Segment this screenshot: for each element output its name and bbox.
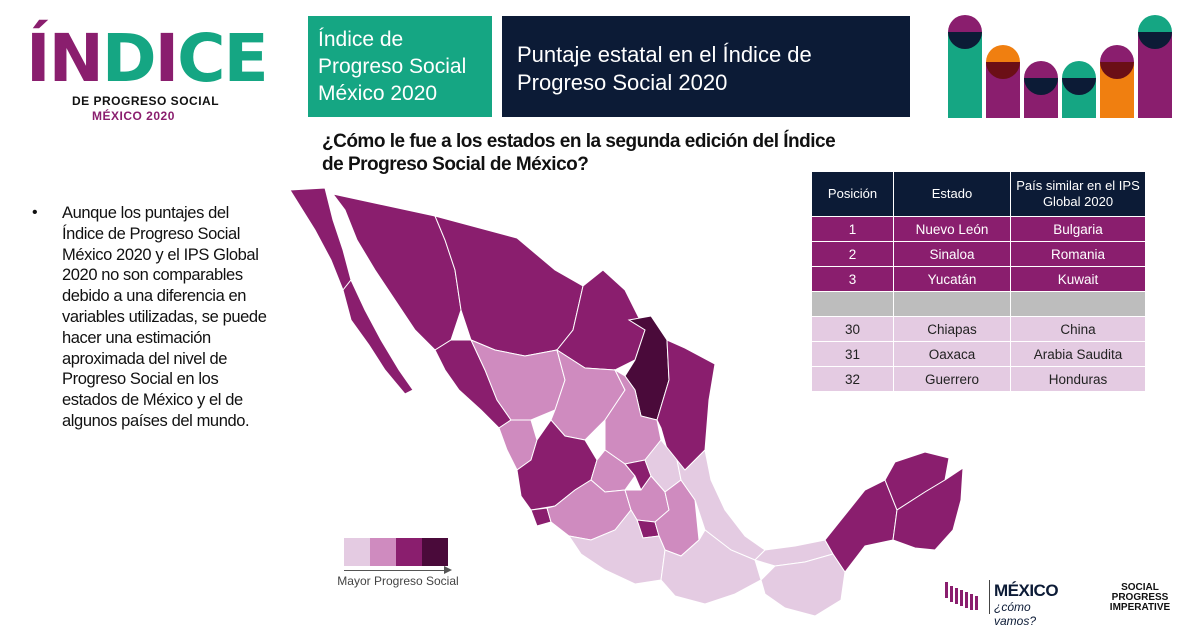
spi-line: SOCIAL xyxy=(1121,582,1159,593)
report-title: Índice de Progreso Social México 2020 xyxy=(318,28,467,105)
legend-swatch-1 xyxy=(344,538,370,566)
spi-line: IMPERATIVE xyxy=(1109,602,1171,613)
table-row: 2 Sinaloa Romania xyxy=(811,241,1146,267)
cell-country: Romania xyxy=(1010,241,1146,267)
map-state-guerrero xyxy=(567,509,666,585)
mcv-bars-icon xyxy=(945,582,978,610)
logo-subtitle: DE PROGRESO SOCIAL xyxy=(72,94,220,108)
spi-line: PROGRESS xyxy=(1111,592,1169,603)
map-state-chiapas xyxy=(760,553,846,617)
question-heading: ¿Cómo le fue a los estados en la segunda… xyxy=(322,131,836,175)
cell-position: 1 xyxy=(811,216,894,242)
cell-state: Yucatán xyxy=(893,266,1011,292)
legend-arrow-line xyxy=(344,570,448,571)
map-state-coahuila xyxy=(556,269,646,371)
table-row: 30 Chiapas China xyxy=(811,316,1146,342)
bullet-text: Aunque los puntajes del Índice de Progre… xyxy=(62,204,267,430)
map-state-chihuahua xyxy=(434,215,584,357)
slide-title-box: Puntaje estatal en el Índice de Progreso… xyxy=(502,16,910,117)
header-state: Estado xyxy=(893,171,1011,217)
cell-position: 30 xyxy=(811,316,894,342)
cell-position: 3 xyxy=(811,266,894,292)
cell-country: Honduras xyxy=(1010,366,1146,392)
table-header-row: Posición Estado País similar en el IPS G… xyxy=(811,171,1146,217)
map-state-oaxaca xyxy=(660,529,762,605)
table-row: 3 Yucatán Kuwait xyxy=(811,266,1146,292)
table-row: 1 Nuevo León Bulgaria xyxy=(811,216,1146,242)
cell-state: Oaxaca xyxy=(893,341,1011,367)
legend-label: Mayor Progreso Social xyxy=(337,574,459,588)
logo-wordmark: ÍNDICE xyxy=(26,20,269,97)
slide-title: Puntaje estatal en el Índice de Progreso… xyxy=(517,42,812,95)
legend-swatch-4 xyxy=(422,538,448,566)
mcv-tagline: ¿cómo vamos? xyxy=(994,600,1037,628)
map-state-quintana-roo xyxy=(892,467,964,551)
report-title-box: Índice de Progreso Social México 2020 xyxy=(308,16,492,117)
bullet-marker: • xyxy=(32,204,38,221)
ips-mexico-logo: ÍNDICE DE PROGRESO SOCIAL MÉXICO 2020 xyxy=(20,18,269,128)
cell-position: 2 xyxy=(811,241,894,267)
legend-swatch-2 xyxy=(370,538,396,566)
cell-position: 31 xyxy=(811,341,894,367)
mcv-divider xyxy=(989,580,990,614)
cell-state: Nuevo León xyxy=(893,216,1011,242)
cell-country: Kuwait xyxy=(1010,266,1146,292)
cell-country: Bulgaria xyxy=(1010,216,1146,242)
mexico-choropleth-map xyxy=(289,187,964,617)
logo-year: MÉXICO 2020 xyxy=(92,109,175,123)
arrow-right-icon xyxy=(444,566,452,574)
map-state-baja-california-sur xyxy=(342,279,414,395)
cell-position: 32 xyxy=(811,366,894,392)
cell-state: Chiapas xyxy=(893,316,1011,342)
map-legend: Mayor Progreso Social xyxy=(337,538,459,608)
cell-state: Sinaloa xyxy=(893,241,1011,267)
table-gap-row xyxy=(811,291,1146,317)
mexico-como-vamos-logo: MÉXICO ¿cómo vamos? xyxy=(945,578,1075,628)
ranking-table: Posición Estado País similar en el IPS G… xyxy=(811,171,1146,392)
header-position: Posición xyxy=(811,171,894,217)
table-row: 32 Guerrero Honduras xyxy=(811,366,1146,392)
mcv-name: MÉXICO xyxy=(994,581,1059,600)
cell-state: Guerrero xyxy=(893,366,1011,392)
table-row: 31 Oaxaca Arabia Saudita xyxy=(811,341,1146,367)
cell-country: China xyxy=(1010,316,1146,342)
cell-country: Arabia Saudita xyxy=(1010,341,1146,367)
social-progress-imperative-logo: SOCIAL PROGRESS IMPERATIVE xyxy=(1100,583,1180,613)
decorative-bars-graphic xyxy=(948,15,1172,118)
header-similar-country: País similar en el IPS Global 2020 xyxy=(1010,171,1146,217)
map-state-campeche xyxy=(824,479,898,573)
legend-swatch-3 xyxy=(396,538,422,566)
